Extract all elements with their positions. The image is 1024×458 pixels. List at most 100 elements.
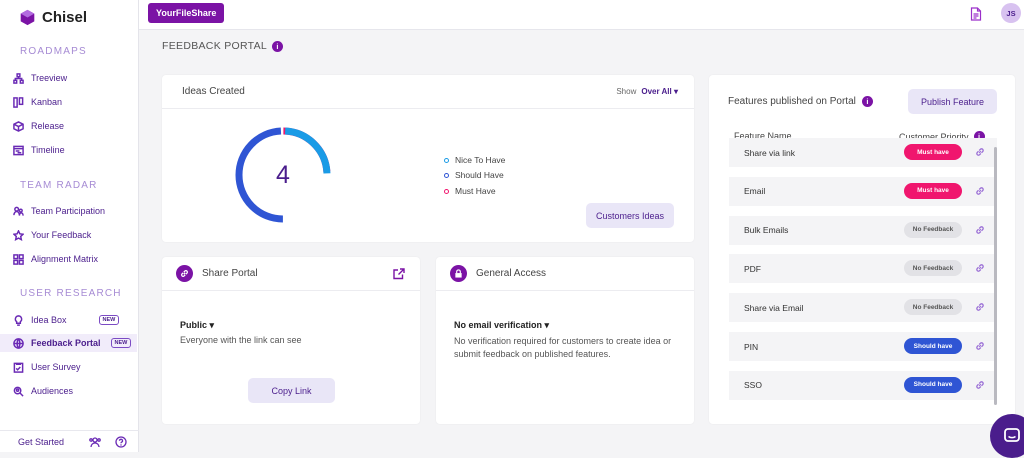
table-row: SSO Should have (729, 370, 997, 400)
get-started-link[interactable]: Get Started (18, 436, 65, 447)
chat-icon (1004, 428, 1020, 442)
sidebar-item-label: Feedback Portal (31, 338, 101, 348)
table-row: Bulk Emails No Feedback (729, 215, 997, 245)
link-icon[interactable] (975, 341, 985, 351)
link-icon[interactable] (975, 147, 985, 157)
chat-launcher-button[interactable] (990, 414, 1024, 458)
priority-badge[interactable]: No Feedback (904, 260, 962, 277)
share-portal-title: Share Portal (202, 268, 258, 279)
sidebar-item-label: Team Participation (31, 206, 106, 216)
customers-ideas-button[interactable]: Customers Ideas (586, 203, 674, 228)
priority-badge[interactable]: Must have (904, 182, 962, 199)
sidebar-item-feedback-portal[interactable]: Feedback Portal NEW (0, 334, 137, 352)
feature-name: Bulk Emails (744, 225, 789, 236)
page-title: FEEDBACK PORTAL i (162, 40, 284, 52)
section-roadmaps: ROADMAPS (20, 46, 87, 57)
feature-name: PDF (744, 263, 761, 274)
feature-name: SSO (744, 380, 762, 391)
column-header-priority: Customer Priority i (899, 131, 985, 142)
table-row: PDF No Feedback (729, 254, 997, 284)
app-logo[interactable]: Chisel (19, 9, 87, 26)
sidebar-item-label: User Survey (31, 362, 81, 372)
tree-icon (13, 72, 24, 84)
visibility-value: Public (180, 320, 208, 330)
sidebar-item-kanban[interactable]: Kanban (13, 93, 62, 111)
info-icon[interactable]: i (973, 131, 985, 142)
priority-badge[interactable]: Must have (904, 144, 962, 160)
table-row: PIN Should have (729, 332, 997, 361)
sidebar-item-audiences[interactable]: Audiences (13, 382, 73, 400)
priority-badge[interactable]: No Feedback (904, 221, 962, 238)
link-icon (176, 265, 193, 282)
legend-dot (444, 172, 449, 178)
chisel-logo-icon (20, 9, 35, 26)
new-badge: NEW (110, 338, 132, 348)
legend-label: Must Have (455, 186, 496, 196)
info-icon[interactable]: i (861, 96, 873, 107)
share-portal-card: Share Portal Public ▾ Everyone with the … (162, 257, 420, 424)
ideas-count: 4 (276, 160, 290, 189)
document-icon[interactable] (970, 7, 982, 21)
sidebar-item-label: Idea Box (31, 315, 67, 325)
table-row: Email Must have (729, 176, 997, 206)
workspace-button[interactable]: YourFileShare (148, 3, 225, 23)
avatar[interactable]: JS (1001, 3, 1021, 23)
share-portal-header: Share Portal (162, 257, 420, 291)
external-link-icon[interactable] (393, 268, 405, 280)
timeline-icon (13, 145, 24, 155)
priority-badge[interactable]: No Feedback (904, 299, 962, 316)
link-icon[interactable] (975, 263, 985, 273)
legend-should-have: Should Have (444, 170, 504, 180)
link-icon[interactable] (975, 380, 985, 390)
section-user-research: USER RESEARCH (20, 288, 122, 299)
info-icon[interactable]: i (272, 40, 284, 52)
sidebar-item-label: Your Feedback (31, 230, 92, 240)
help-icon[interactable] (115, 435, 127, 448)
lock-icon (450, 265, 467, 282)
sidebar-item-label: Treeview (31, 73, 68, 83)
survey-icon (13, 362, 24, 373)
top-bar: YourFileShare JS (139, 0, 1024, 30)
link-icon[interactable] (975, 302, 985, 312)
grid-icon (13, 253, 24, 265)
feature-name: Share via Email (744, 302, 804, 313)
sidebar-item-your-feedback[interactable]: Your Feedback (13, 226, 91, 244)
show-filter: Show Over All ▾ (616, 87, 678, 96)
feature-name: Email (744, 186, 766, 197)
sidebar-item-release[interactable]: Release (13, 117, 64, 135)
link-icon[interactable] (975, 186, 985, 196)
sidebar-item-treeview[interactable]: Treeview (13, 69, 67, 87)
sidebar-item-alignment-matrix[interactable]: Alignment Matrix (13, 250, 98, 268)
copy-link-button[interactable]: Copy Link (248, 378, 335, 403)
feature-name: Share via link (744, 147, 796, 158)
sidebar: Chisel ROADMAPS Treeview Kanban Release … (0, 0, 139, 452)
show-dropdown[interactable]: Over All ▾ (641, 87, 678, 96)
features-title-row: Features published on Portal i (728, 96, 873, 107)
feature-name: PIN (744, 341, 759, 352)
priority-header-text: Customer Priority (899, 131, 969, 142)
publish-feature-button[interactable]: Publish Feature (908, 89, 997, 114)
sidebar-item-idea-box[interactable]: Idea Box NEW (13, 311, 120, 329)
visibility-dropdown[interactable]: Public ▾ (180, 320, 215, 330)
donut-segment-should-have (235, 127, 331, 223)
sidebar-item-timeline[interactable]: Timeline (13, 141, 65, 159)
bulb-icon (14, 314, 23, 326)
sidebar-item-label: Release (31, 121, 65, 131)
scrollbar[interactable] (994, 147, 997, 405)
sidebar-item-team-participation[interactable]: Team Participation (13, 202, 105, 220)
sidebar-item-user-survey[interactable]: User Survey (13, 358, 81, 376)
priority-badge[interactable]: Should have (904, 338, 962, 354)
sidebar-item-label: Alignment Matrix (31, 254, 99, 264)
features-card: Features published on Portal i Publish F… (709, 75, 1015, 424)
sidebar-item-label: Timeline (31, 145, 65, 155)
sidebar-footer: Get Started (0, 430, 139, 452)
verification-dropdown[interactable]: No email verification ▾ (454, 320, 550, 330)
page-title-text: FEEDBACK PORTAL (162, 40, 268, 52)
priority-badge[interactable]: Should have (904, 376, 962, 393)
ideas-donut (235, 127, 331, 223)
team-help-icon[interactable] (89, 436, 101, 448)
link-icon[interactable] (975, 225, 985, 235)
audience-icon (13, 386, 24, 397)
sidebar-item-label: Audiences (31, 386, 74, 396)
ideas-title: Ideas Created (182, 86, 245, 97)
